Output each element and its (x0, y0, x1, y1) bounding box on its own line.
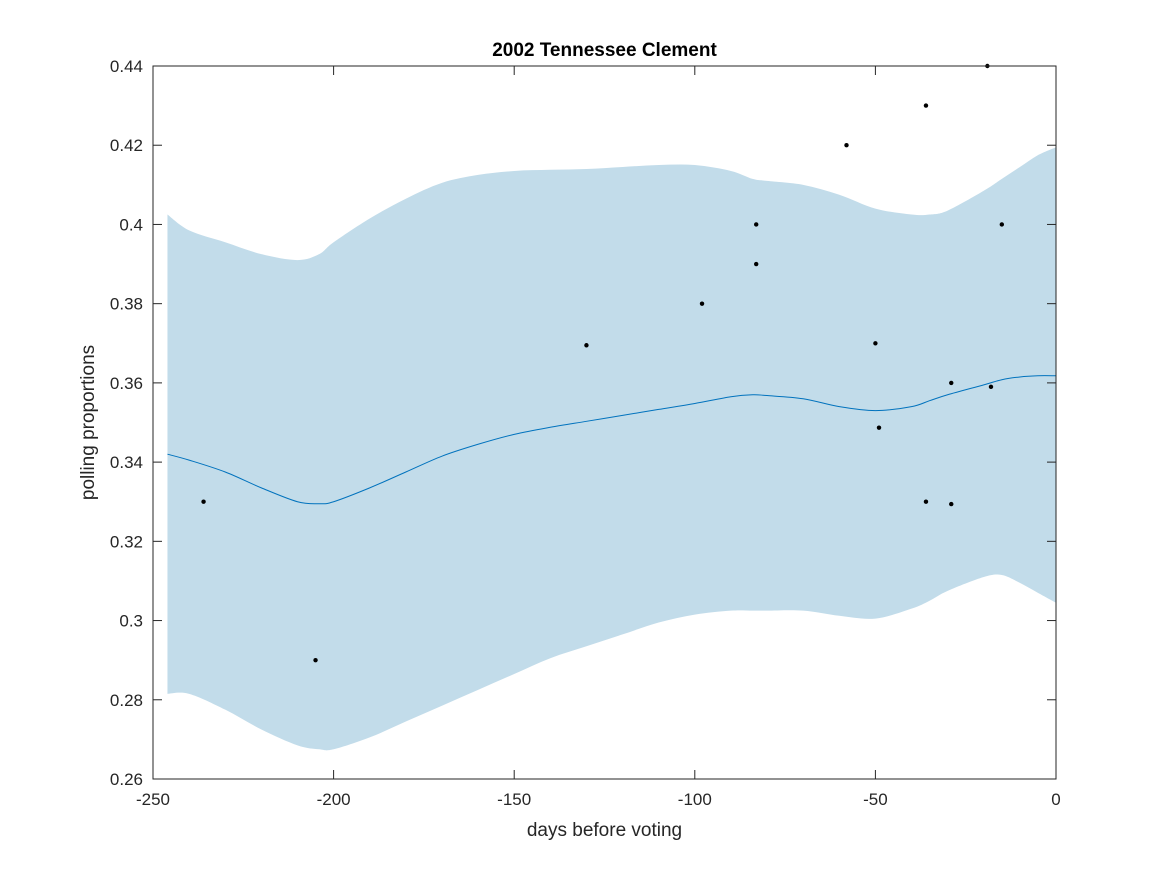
data-point (923, 499, 929, 504)
y-tick-label: 0.44 (110, 57, 143, 76)
data-point (313, 657, 318, 663)
data-points-layer (201, 63, 1005, 663)
trend-line (167, 375, 1057, 505)
data-point (873, 341, 878, 346)
data-point (754, 222, 759, 227)
x-tick-label: -100 (678, 790, 712, 809)
y-tick-label: 0.36 (110, 374, 143, 393)
data-point (699, 301, 705, 306)
y-axis-ticks: 0.26 0.28 0.3 0.32 0.34 0.36 0.38 0.4 0.42 0.44 (110, 57, 1056, 789)
y-tick-label: 0.26 (110, 770, 143, 789)
x-tick-label: -250 (136, 790, 170, 809)
data-point (754, 261, 759, 267)
data-point (999, 222, 1005, 227)
x-tick-label: -150 (497, 790, 531, 809)
y-tick-label: 0.4 (119, 215, 143, 234)
y-tick-label: 0.28 (110, 691, 143, 710)
x-axis-title: days before voting (527, 820, 682, 841)
axes-box (152, 65, 1057, 780)
confidence-band (167, 147, 1056, 751)
y-tick-label: 0.38 (110, 295, 143, 314)
data-point (988, 384, 994, 390)
x-tick-label: -50 (863, 790, 888, 809)
confidence-band-layer (167, 147, 1056, 751)
x-tick-label: 0 (1051, 790, 1060, 809)
chart-title: 2002 Tennessee Clement (492, 40, 717, 61)
data-point (201, 499, 206, 504)
data-point (584, 343, 589, 348)
y-tick-label: 0.32 (110, 532, 143, 551)
x-axis-ticks: -250 -200 -150 -100 -50 0 (136, 66, 1061, 809)
y-tick-label: 0.42 (110, 136, 143, 155)
y-axis-title: polling proportions (78, 345, 99, 500)
data-point (923, 103, 929, 108)
y-tick-label: 0.3 (119, 612, 143, 631)
data-point (844, 143, 849, 148)
trend-line-layer (167, 375, 1057, 505)
data-point (949, 501, 954, 507)
x-tick-label: -200 (317, 790, 351, 809)
y-tick-label: 0.34 (110, 453, 143, 472)
data-point (876, 425, 882, 430)
data-point (949, 380, 954, 386)
